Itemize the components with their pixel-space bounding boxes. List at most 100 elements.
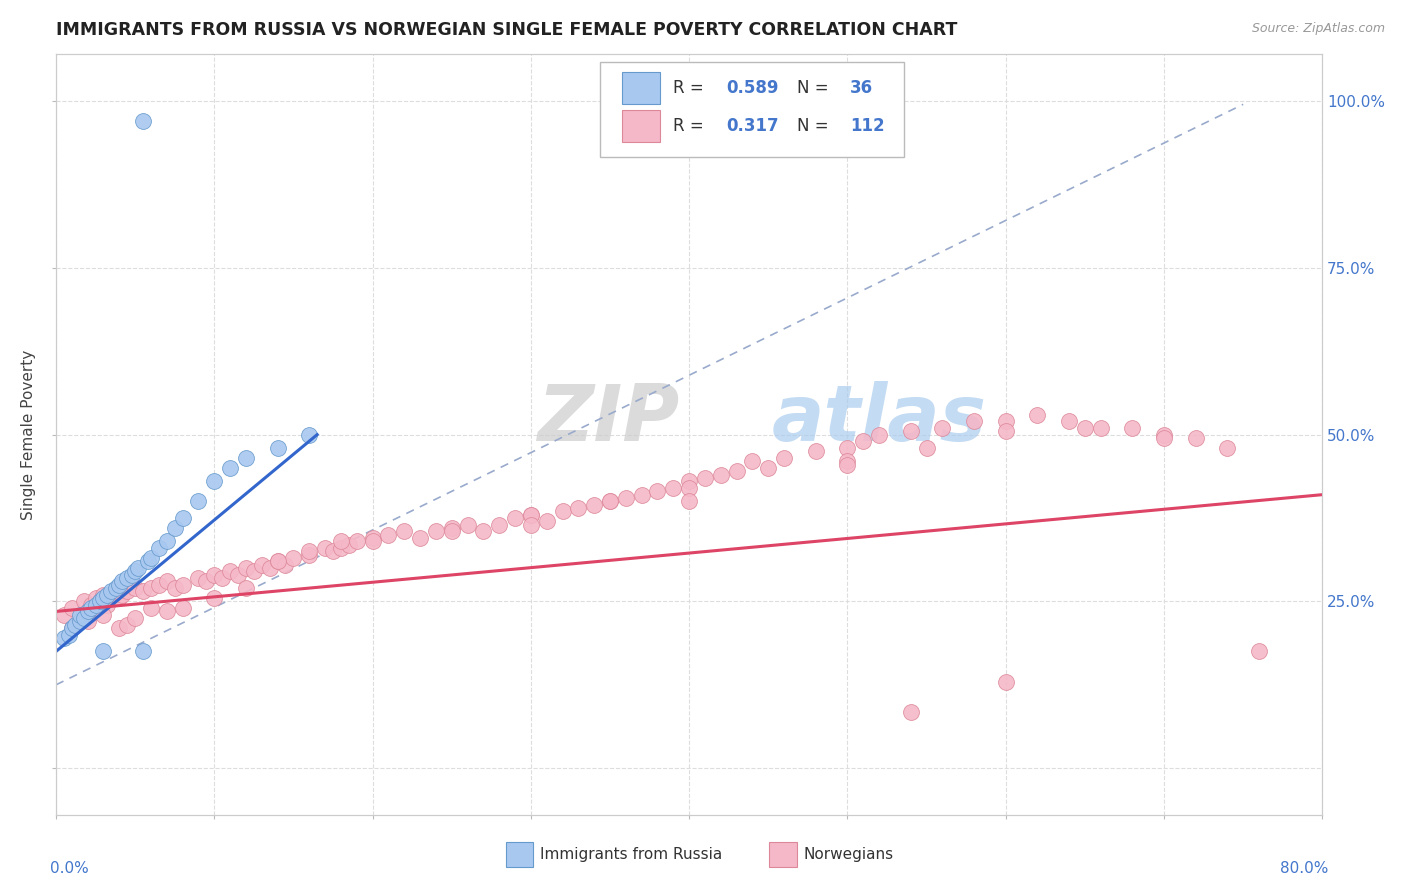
Point: [235, 581, 257, 595]
Point: [172, 578, 194, 592]
Point: [163, 581, 186, 595]
Point: [337, 538, 360, 552]
Point: [58, 628, 80, 642]
Point: [678, 494, 700, 508]
Point: [243, 565, 266, 579]
Point: [69, 615, 91, 629]
Text: Immigrants from Russia: Immigrants from Russia: [540, 847, 721, 862]
Point: [156, 604, 179, 618]
Point: [259, 561, 281, 575]
Point: [678, 481, 700, 495]
Point: [804, 444, 827, 458]
Point: [235, 561, 257, 575]
Point: [139, 551, 162, 566]
Point: [837, 441, 859, 455]
Point: [121, 567, 143, 582]
Point: [1026, 408, 1049, 422]
Point: [852, 434, 875, 449]
Point: [76, 604, 98, 618]
Point: [219, 461, 242, 475]
Point: [994, 424, 1017, 438]
Point: [1121, 421, 1143, 435]
Point: [599, 494, 621, 508]
Point: [1216, 441, 1239, 455]
Point: [900, 424, 922, 438]
Point: [1057, 414, 1080, 428]
Point: [392, 524, 415, 539]
Point: [108, 621, 131, 635]
Point: [614, 491, 637, 505]
Point: [202, 567, 225, 582]
Point: [599, 494, 621, 508]
Point: [96, 598, 118, 612]
Point: [440, 521, 463, 535]
Point: [69, 615, 91, 629]
Point: [211, 571, 233, 585]
Point: [756, 461, 779, 475]
Point: [124, 565, 146, 579]
Point: [76, 604, 98, 618]
Point: [274, 558, 297, 572]
Point: [93, 644, 115, 658]
Point: [80, 601, 103, 615]
Text: N =: N =: [797, 117, 834, 135]
Point: [931, 421, 953, 435]
Point: [425, 524, 447, 539]
Point: [994, 414, 1017, 428]
Point: [503, 511, 526, 525]
Point: [409, 531, 432, 545]
Point: [111, 588, 134, 602]
Point: [488, 517, 510, 532]
Point: [630, 488, 652, 502]
Point: [457, 517, 479, 532]
Text: 36: 36: [851, 78, 873, 96]
Text: Source: ZipAtlas.com: Source: ZipAtlas.com: [1251, 22, 1385, 36]
Point: [115, 617, 138, 632]
Point: [105, 584, 128, 599]
Point: [108, 578, 131, 592]
Point: [472, 524, 495, 539]
Point: [298, 548, 321, 562]
Point: [132, 114, 155, 128]
Point: [80, 598, 103, 612]
Point: [139, 581, 162, 595]
Point: [115, 571, 138, 585]
Point: [520, 517, 543, 532]
Text: R =: R =: [672, 117, 709, 135]
Point: [76, 615, 98, 629]
Point: [298, 544, 321, 558]
Point: [187, 494, 209, 508]
Point: [127, 561, 149, 575]
Point: [710, 467, 733, 482]
Point: [89, 594, 111, 608]
Point: [520, 508, 543, 522]
Text: Norwegians: Norwegians: [803, 847, 893, 862]
Point: [1153, 427, 1175, 442]
Point: [329, 541, 352, 555]
Point: [73, 611, 96, 625]
Point: [361, 534, 384, 549]
Point: [361, 531, 384, 545]
Text: R =: R =: [672, 78, 709, 96]
Text: atlas: atlas: [772, 382, 987, 458]
Point: [63, 617, 86, 632]
Point: [900, 705, 922, 719]
Point: [1247, 644, 1270, 658]
Point: [60, 601, 83, 615]
Point: [148, 578, 170, 592]
Point: [1090, 421, 1112, 435]
Point: [678, 475, 700, 489]
Point: [100, 591, 122, 606]
Bar: [621, 71, 659, 103]
Bar: [621, 110, 659, 142]
Point: [93, 607, 115, 622]
Point: [148, 541, 170, 555]
Point: [111, 574, 134, 589]
Point: [868, 427, 890, 442]
Point: [172, 601, 194, 615]
FancyBboxPatch shape: [600, 62, 904, 157]
Point: [662, 481, 685, 495]
Point: [647, 484, 669, 499]
Point: [551, 504, 574, 518]
Point: [124, 611, 146, 625]
